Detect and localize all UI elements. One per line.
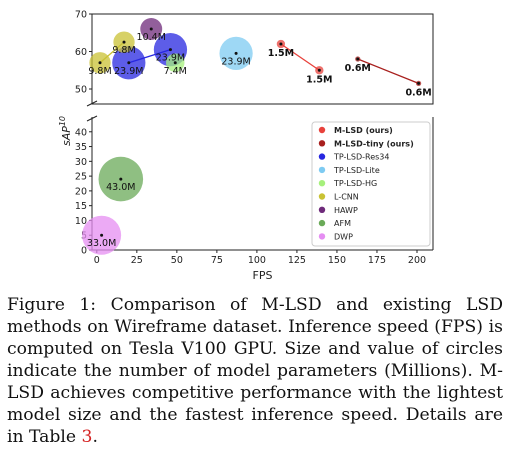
point-center	[122, 40, 126, 44]
caption-tail: .	[92, 427, 98, 447]
y-tick-label: 10	[75, 216, 87, 227]
series-line	[280, 43, 320, 71]
legend-entry: L-CNN	[334, 193, 359, 202]
point-label: 7.4M	[164, 66, 187, 77]
y-tick-label: 35	[75, 142, 87, 153]
legend-swatch	[318, 206, 326, 213]
x-tick-label: 125	[288, 255, 306, 266]
table-reference-link[interactable]: 3	[81, 427, 93, 447]
point-label: 9.8M	[112, 45, 135, 56]
point-label: 33.0M	[87, 238, 116, 249]
legend-entry: DWP	[334, 232, 353, 241]
point-center	[279, 42, 283, 46]
legend-swatch	[318, 166, 326, 174]
bubble-chart: 0255075100125150175200506070051015202530…	[58, 10, 434, 282]
figure-caption: Figure 1: Comparison of M-LSD and existi…	[7, 294, 503, 448]
y-tick-label: 60	[75, 47, 87, 58]
y-tick-label: 15	[75, 201, 87, 212]
legend-swatch	[318, 126, 326, 134]
point-label: 23.9M	[156, 53, 185, 64]
x-axis-label: FPS	[253, 269, 273, 282]
point-label: 10.4M	[137, 32, 166, 43]
legend-entry: TP-LSD-Lite	[333, 166, 380, 175]
point-center	[234, 51, 238, 55]
point-label: 43.0M	[106, 182, 135, 193]
point-label: 1.5M	[268, 48, 294, 59]
point-label: 9.8M	[88, 66, 111, 77]
y-tick-label: 25	[75, 172, 87, 183]
legend-box	[311, 121, 431, 247]
y-axis-label: sAP10	[58, 116, 73, 146]
point-center	[417, 81, 421, 85]
legend-swatch	[318, 180, 326, 187]
point-center	[100, 233, 104, 237]
y-tick-label: 40	[75, 127, 87, 138]
legend-swatch	[318, 193, 326, 200]
point-label: 23.9M	[114, 66, 143, 77]
legend-swatch	[318, 233, 326, 240]
point-center	[149, 27, 153, 31]
legend-swatch	[318, 219, 326, 227]
legend-entry: M-LSD-tiny (ours)	[334, 139, 414, 148]
plot-area: 0255075100125150175200506070051015202530…	[58, 10, 434, 282]
legend-entry: M-LSD (ours)	[334, 126, 393, 135]
point-center	[317, 68, 321, 72]
legend-entry: TP-LSD-HG	[333, 179, 377, 188]
y-tick-label: 20	[75, 186, 87, 197]
legend-entry: TP-LSD-Res34	[333, 153, 389, 162]
point-center	[98, 61, 102, 65]
y-tick-label: 50	[75, 85, 87, 96]
axis-break-mark	[86, 115, 98, 122]
point-center	[173, 61, 177, 65]
x-tick-label: 0	[94, 255, 100, 266]
y-tick-label: 0	[81, 246, 87, 257]
caption-text: Figure 1: Comparison of M-LSD and existi…	[7, 295, 503, 447]
y-tick-label: 70	[75, 10, 87, 21]
y-axis-label-superscript: 10	[58, 116, 67, 126]
point-label: 0.6M	[345, 63, 371, 74]
x-tick-label: 75	[211, 255, 223, 266]
x-tick-label: 150	[328, 255, 346, 266]
point-label: 23.9M	[221, 56, 250, 67]
x-tick-label: 100	[248, 255, 266, 266]
point-center	[127, 61, 131, 65]
point-center	[168, 48, 172, 52]
series-line	[99, 41, 125, 64]
point-label: 1.5M	[306, 74, 332, 85]
series-line	[357, 58, 419, 84]
legend-entry: AFM	[334, 219, 351, 228]
axis-break-mark	[86, 100, 98, 107]
series-line	[128, 49, 171, 64]
x-tick-label: 50	[171, 255, 183, 266]
legend-swatch	[318, 153, 326, 160]
legend-swatch	[318, 140, 326, 147]
x-tick-label: 175	[368, 255, 386, 266]
point-center	[119, 177, 123, 181]
legend-entry: HAWP	[334, 206, 358, 215]
point-label: 0.6M	[405, 87, 431, 98]
x-tick-label: 200	[408, 255, 426, 266]
y-tick-label: 30	[75, 157, 87, 168]
point-center	[356, 57, 360, 61]
x-tick-label: 25	[131, 255, 143, 266]
